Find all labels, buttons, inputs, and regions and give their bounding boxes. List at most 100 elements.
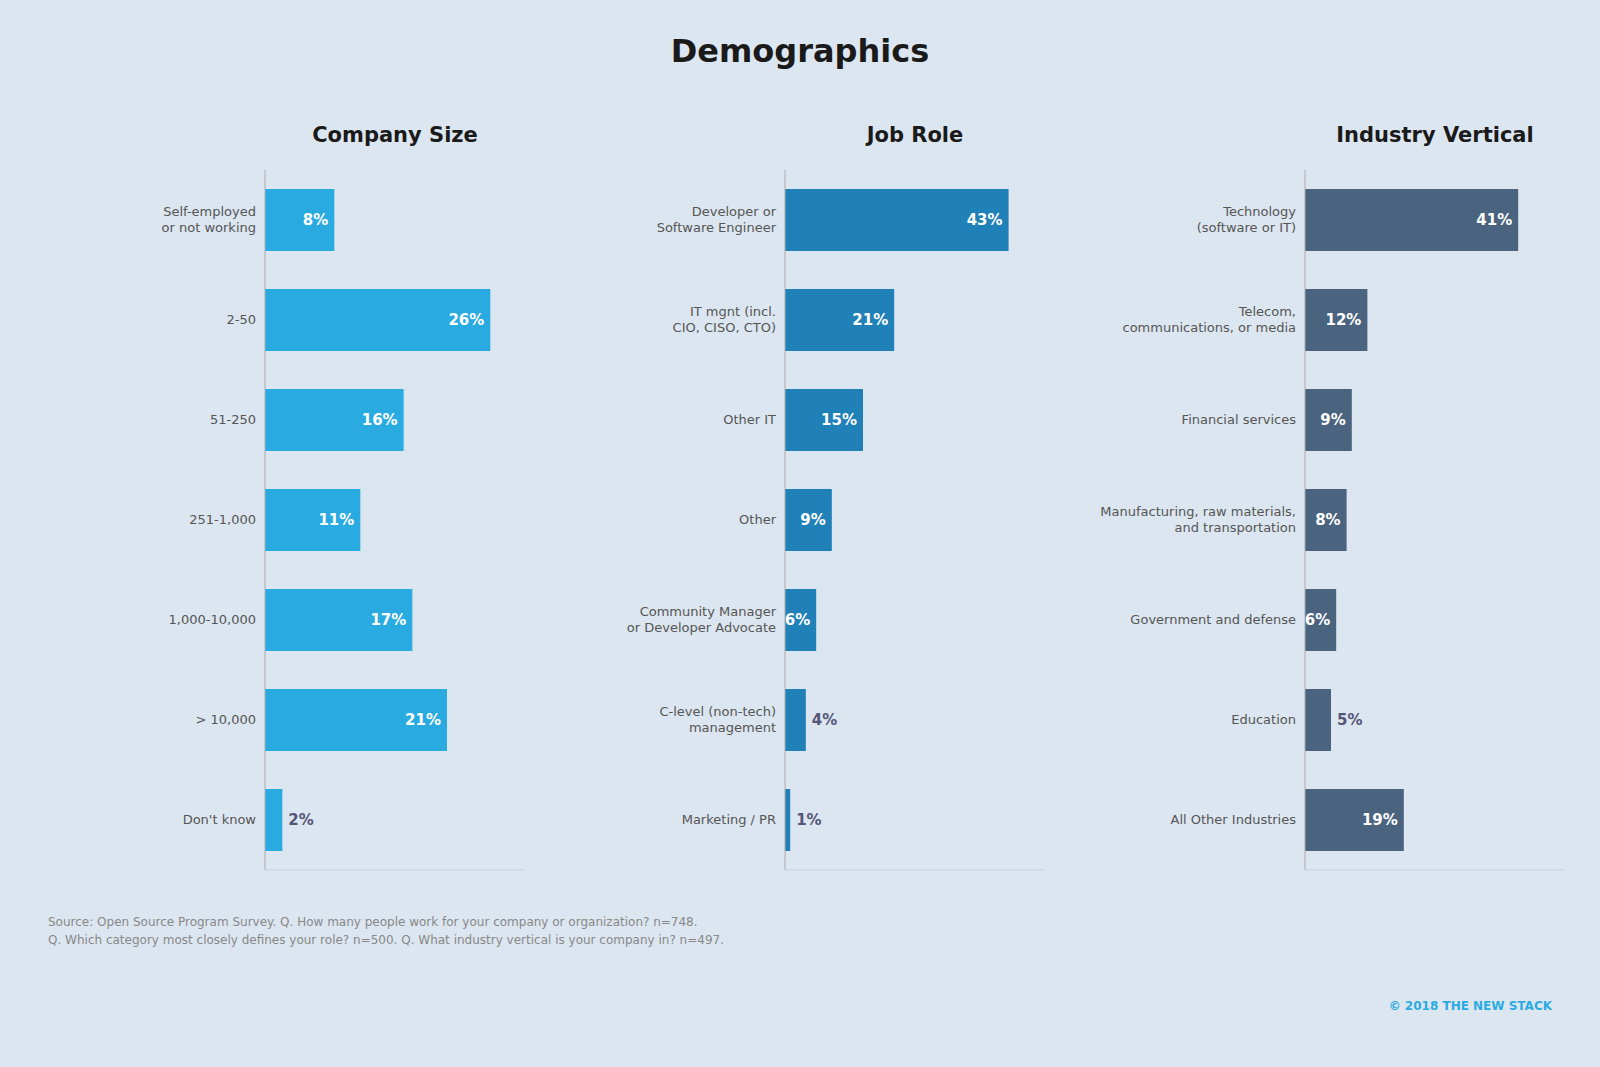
category-label: Self-employedor not working — [162, 204, 256, 235]
value-label: 16% — [362, 411, 398, 429]
text-line: Government and defense — [1130, 612, 1296, 627]
text-line: Developer or — [692, 204, 777, 219]
value-label: 8% — [1315, 511, 1340, 529]
labels: Technology(software or IT)41%Telecom,com… — [1100, 204, 1512, 829]
category-label: Education — [1231, 712, 1296, 727]
category-label: Other — [739, 512, 777, 527]
category-label: 251-1,000 — [189, 512, 256, 527]
text-line: or not working — [162, 220, 256, 235]
text-line: 1,000-10,000 — [169, 612, 256, 627]
category-label: Financial services — [1182, 412, 1297, 427]
value-label: 43% — [967, 211, 1003, 229]
text-line: (software or IT) — [1197, 220, 1296, 235]
category-label: Manufacturing, raw materials,and transpo… — [1100, 504, 1296, 535]
text-line: communications, or media — [1123, 320, 1297, 335]
text-line: Self-employed — [163, 204, 256, 219]
value-label: 1% — [796, 811, 821, 829]
bar — [1305, 589, 1336, 651]
bar — [1305, 489, 1347, 551]
bar — [1305, 289, 1367, 351]
chart-root: DemographicsCompany SizeSelf-employedor … — [0, 0, 1600, 1067]
text-line: Software Engineer — [657, 220, 777, 235]
category-label: Community Manageror Developer Advocate — [627, 604, 777, 635]
axis-line — [265, 170, 266, 870]
text-line: Q. Which category most closely defines y… — [48, 933, 724, 947]
bar — [265, 789, 282, 851]
value-label: 9% — [1320, 411, 1345, 429]
chart-title: Demographics — [671, 32, 930, 70]
axis-line — [785, 170, 786, 870]
bar — [785, 389, 863, 451]
panel: Industry VerticalTechnology(software or … — [1100, 123, 1565, 870]
text-line: > 10,000 — [195, 712, 256, 727]
bars — [785, 189, 1009, 851]
background — [0, 0, 1600, 1067]
value-label: 12% — [1325, 311, 1361, 329]
bar — [265, 489, 360, 551]
source-note: Source: Open Source Program Survey. Q. H… — [48, 915, 724, 947]
text-line: Telecom, — [1238, 304, 1296, 319]
text-line: Financial services — [1182, 412, 1297, 427]
text-line: All Other Industries — [1171, 812, 1297, 827]
category-label: > 10,000 — [195, 712, 256, 727]
panel-title: Company Size — [312, 123, 478, 147]
value-label: 9% — [800, 511, 825, 529]
panel-title: Industry Vertical — [1336, 123, 1533, 147]
axis-line — [1305, 170, 1306, 870]
value-label: 6% — [1305, 611, 1330, 629]
value-label: 2% — [288, 811, 313, 829]
bar — [265, 689, 447, 751]
category-label: 51-250 — [210, 412, 256, 427]
category-label: Telecom,communications, or media — [1123, 304, 1297, 335]
text-line: management — [689, 720, 776, 735]
bar — [265, 289, 490, 351]
value-label: 11% — [318, 511, 354, 529]
text-line: Other — [739, 512, 777, 527]
panel: Company SizeSelf-employedor not working8… — [162, 123, 525, 870]
value-label: 4% — [812, 711, 837, 729]
value-label: 17% — [370, 611, 406, 629]
bar — [785, 489, 832, 551]
text-line: CIO, CISO, CTO) — [673, 320, 776, 335]
value-label: 15% — [821, 411, 857, 429]
bar — [265, 189, 334, 251]
category-label: C-level (non-tech)management — [659, 704, 776, 735]
bar — [1305, 189, 1518, 251]
bar — [1305, 689, 1331, 751]
text-line: 2-50 — [226, 312, 256, 327]
text-line: Don't know — [183, 812, 257, 827]
range-line — [1305, 870, 1565, 871]
bars — [1305, 189, 1518, 851]
text-line: 251-1,000 — [189, 512, 256, 527]
category-label: Don't know — [183, 812, 257, 827]
text-line: Manufacturing, raw materials, — [1100, 504, 1296, 519]
category-label: All Other Industries — [1171, 812, 1297, 827]
text-line: Source: Open Source Program Survey. Q. H… — [48, 915, 698, 929]
bar — [1305, 389, 1352, 451]
category-label: 2-50 — [226, 312, 256, 327]
text-line: and transportation — [1174, 520, 1296, 535]
category-label: Other IT — [723, 412, 776, 427]
bar — [785, 189, 1009, 251]
bar — [785, 789, 790, 851]
category-label: Developer orSoftware Engineer — [657, 204, 777, 235]
value-label: 6% — [785, 611, 810, 629]
bar — [785, 289, 894, 351]
range-line — [265, 870, 525, 871]
text-line: C-level (non-tech) — [659, 704, 776, 719]
panel: Job RoleDeveloper orSoftware Engineer43%… — [627, 123, 1045, 870]
value-label: 5% — [1337, 711, 1362, 729]
text-line: Marketing / PR — [682, 812, 776, 827]
text-line: 51-250 — [210, 412, 256, 427]
value-label: 21% — [852, 311, 888, 329]
text-line: or Developer Advocate — [627, 620, 776, 635]
labels: Developer orSoftware Engineer 43% IT mgnt … — [627, 204, 1003, 829]
text-line: IT mgnt (incl. — [690, 304, 776, 319]
category-label: IT mgnt (incl.CIO, CISO, CTO) — [673, 304, 776, 335]
bar — [785, 689, 806, 751]
bar — [265, 589, 412, 651]
text-line: Education — [1231, 712, 1296, 727]
value-label: 19% — [1362, 811, 1398, 829]
value-label: 21% — [405, 711, 441, 729]
value-label: 41% — [1476, 211, 1512, 229]
